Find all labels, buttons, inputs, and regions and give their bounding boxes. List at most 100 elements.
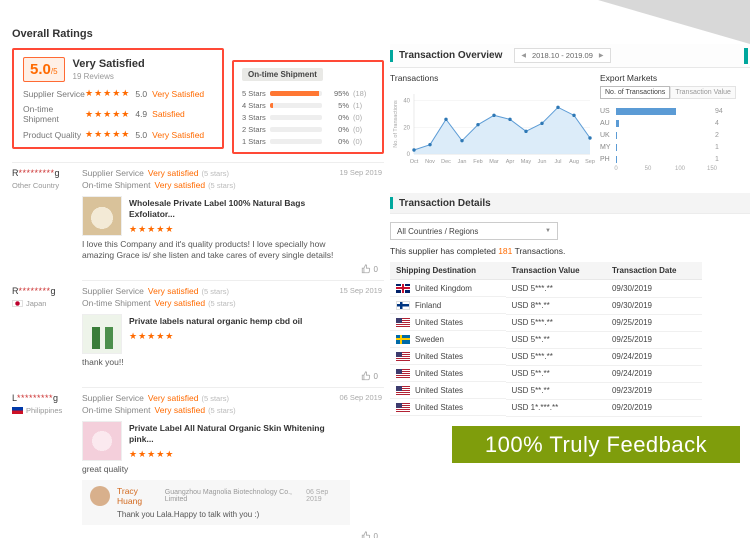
product-image[interactable] bbox=[82, 196, 122, 236]
export-markets-bar-chart: US 94 AU 4 UK 2 MY 1 PH 1 0 50 100 150 bbox=[600, 105, 750, 175]
rating-row-supplier-service: Supplier Service ★★★★★ 5.0 Very Satisfie… bbox=[23, 88, 205, 99]
transaction-row: United Kingdom USD 5***.** 09/30/2019 bbox=[390, 279, 702, 298]
country-filter-select[interactable]: All Countries / Regions ▼ bbox=[390, 222, 558, 240]
us-flag-icon bbox=[396, 385, 410, 395]
destination-label: United States bbox=[415, 402, 464, 412]
product-title[interactable]: Private labels natural organic hemp cbd … bbox=[129, 316, 303, 327]
review-stars-icon: ★★★★★ bbox=[129, 331, 175, 342]
thumbs-up-icon[interactable] bbox=[361, 531, 371, 538]
uk-flag-icon bbox=[396, 283, 410, 293]
feedback-panel: Overall Ratings 5.0/5 Very Satisfied 19 … bbox=[12, 28, 384, 538]
distribution-bar bbox=[270, 91, 322, 96]
svg-text:40: 40 bbox=[403, 99, 410, 105]
svg-text:Mar: Mar bbox=[489, 159, 499, 165]
score-max: /5 bbox=[50, 67, 58, 76]
us-flag-icon bbox=[396, 368, 410, 378]
tab-transaction-value[interactable]: Transaction Value bbox=[670, 86, 736, 99]
bar-row: UK 2 bbox=[600, 129, 750, 141]
review-item: L*********g Philippines Supplier Service… bbox=[12, 388, 384, 538]
se-flag-icon bbox=[396, 334, 410, 344]
score-badge: 5.0/5 bbox=[23, 57, 65, 82]
review-rating-line: Supplier Service Very satisfied (5 stars) bbox=[82, 286, 229, 297]
transaction-date: 09/24/2019 bbox=[605, 365, 702, 383]
transaction-details-header: Transaction Details bbox=[390, 193, 750, 214]
reviewer-country: Japan bbox=[12, 299, 82, 308]
product-title[interactable]: Private Label All Natural Organic Skin W… bbox=[129, 423, 325, 445]
svg-text:Nov: Nov bbox=[425, 159, 435, 165]
review-stars-icon: ★★★★★ bbox=[129, 449, 175, 460]
review-rating-line: On-time Shipment Very satisfied (5 stars) bbox=[82, 298, 236, 309]
transaction-overview-header: Transaction Overview ◀ 2018.10 - 2019.09… bbox=[390, 44, 750, 68]
transaction-value: USD 5***.** bbox=[505, 348, 606, 366]
review-rating-line: Supplier Service Very satisfied (5 stars) bbox=[82, 393, 229, 404]
svg-text:Dec: Dec bbox=[441, 159, 451, 165]
bar-value: 1 bbox=[715, 155, 719, 163]
bar-value: 1 bbox=[715, 143, 719, 151]
overall-ratings-title: Overall Ratings bbox=[12, 28, 93, 40]
svg-text:May: May bbox=[521, 159, 532, 165]
transaction-date: 09/25/2019 bbox=[605, 331, 702, 349]
bar bbox=[616, 155, 617, 163]
transaction-date: 09/23/2019 bbox=[605, 382, 702, 400]
svg-text:Sep: Sep bbox=[585, 159, 595, 165]
transaction-date: 09/30/2019 bbox=[605, 297, 702, 315]
country-code: UK bbox=[600, 131, 610, 139]
destination-label: Finland bbox=[415, 300, 442, 310]
product-title[interactable]: Wholesale Private Label 100% Natural Bag… bbox=[129, 198, 306, 220]
bar-row: US 94 bbox=[600, 105, 750, 117]
review-date: 06 Sep 2019 bbox=[339, 393, 382, 403]
tab-no-of-transactions[interactable]: No. of Transactions bbox=[600, 86, 671, 99]
svg-text:Jan: Jan bbox=[458, 159, 467, 165]
stars-icon: ★★★★★ bbox=[85, 88, 131, 98]
column-transaction-date: Transaction Date bbox=[605, 262, 702, 280]
bar bbox=[616, 107, 677, 115]
reviews-count-link[interactable]: 19 Reviews bbox=[72, 72, 114, 81]
distribution-row: 5 Stars 95% (18) bbox=[242, 89, 367, 98]
country-code: AU bbox=[600, 119, 610, 127]
destination-label: United States bbox=[415, 368, 464, 378]
distribution-row: 2 Stars 0% (0) bbox=[242, 125, 363, 134]
thumbs-up-icon[interactable] bbox=[361, 371, 371, 381]
transaction-table: Shipping Destination Transaction Value T… bbox=[390, 262, 702, 417]
like-count: 0 bbox=[373, 531, 378, 538]
distribution-bar bbox=[270, 115, 322, 120]
destination-label: United States bbox=[415, 351, 464, 361]
accent-bar bbox=[390, 197, 393, 209]
prev-arrow-icon[interactable]: ◀ bbox=[521, 53, 527, 59]
reply-author[interactable]: Tracy Huang bbox=[117, 486, 143, 507]
stars-icon: ★★★★★ bbox=[85, 129, 131, 139]
transaction-value: USD 5**.** bbox=[505, 331, 606, 349]
review-text: great quality bbox=[82, 464, 129, 475]
supplier-reply: Tracy Huang Guangzhou Magnolia Biotechno… bbox=[82, 480, 350, 526]
country-code: US bbox=[600, 107, 610, 115]
transaction-value: USD 8**.** bbox=[505, 297, 606, 315]
ontime-shipment-breakdown: On-time Shipment 5 Stars 95% (18) 4 Star… bbox=[232, 60, 384, 154]
bar bbox=[616, 131, 618, 139]
reply-date: 06 Sep 2019 bbox=[306, 489, 329, 504]
review-date: 15 Sep 2019 bbox=[339, 286, 382, 296]
product-image[interactable] bbox=[82, 421, 122, 462]
rating-row-product-quality: Product Quality ★★★★★ 5.0 Very Satisfied bbox=[23, 129, 205, 140]
transactions-count: 181 bbox=[498, 246, 513, 256]
bar-axis: 0 50 100 150 bbox=[614, 166, 718, 172]
reviewer-country: Philippines bbox=[12, 406, 82, 415]
next-arrow-icon[interactable]: ▶ bbox=[598, 53, 604, 59]
destination-label: United Kingdom bbox=[415, 283, 472, 293]
product-image[interactable] bbox=[82, 314, 122, 355]
table-header-row: Shipping Destination Transaction Value T… bbox=[390, 262, 702, 280]
us-flag-icon bbox=[396, 402, 410, 412]
bar-row: PH 1 bbox=[600, 153, 750, 165]
transactions-line-chart: 0 20 40 Oct Nov Dec Jan Feb Mar Apr May Jun Jul Aug Se… bbox=[393, 94, 595, 165]
export-markets-label: Export Markets bbox=[600, 73, 658, 83]
date-range-selector[interactable]: ◀ 2018.10 - 2019.09 ▶ bbox=[514, 48, 611, 63]
distribution-row: 4 Stars 5% (1) bbox=[242, 101, 363, 110]
country-code: PH bbox=[600, 155, 610, 163]
thumbs-up-icon[interactable] bbox=[361, 264, 371, 274]
transactions-chart-label: Transactions bbox=[390, 73, 439, 83]
reply-text: Thank you Lala.Happy to talk with you :) bbox=[117, 510, 260, 520]
transaction-row: United States USD 5***.** 09/24/2019 bbox=[390, 348, 702, 366]
like-count: 0 bbox=[373, 264, 378, 274]
review-rating-line: On-time Shipment Very satisfied (5 stars) bbox=[82, 180, 236, 190]
transaction-value: USD 1*.***.** bbox=[505, 399, 606, 417]
